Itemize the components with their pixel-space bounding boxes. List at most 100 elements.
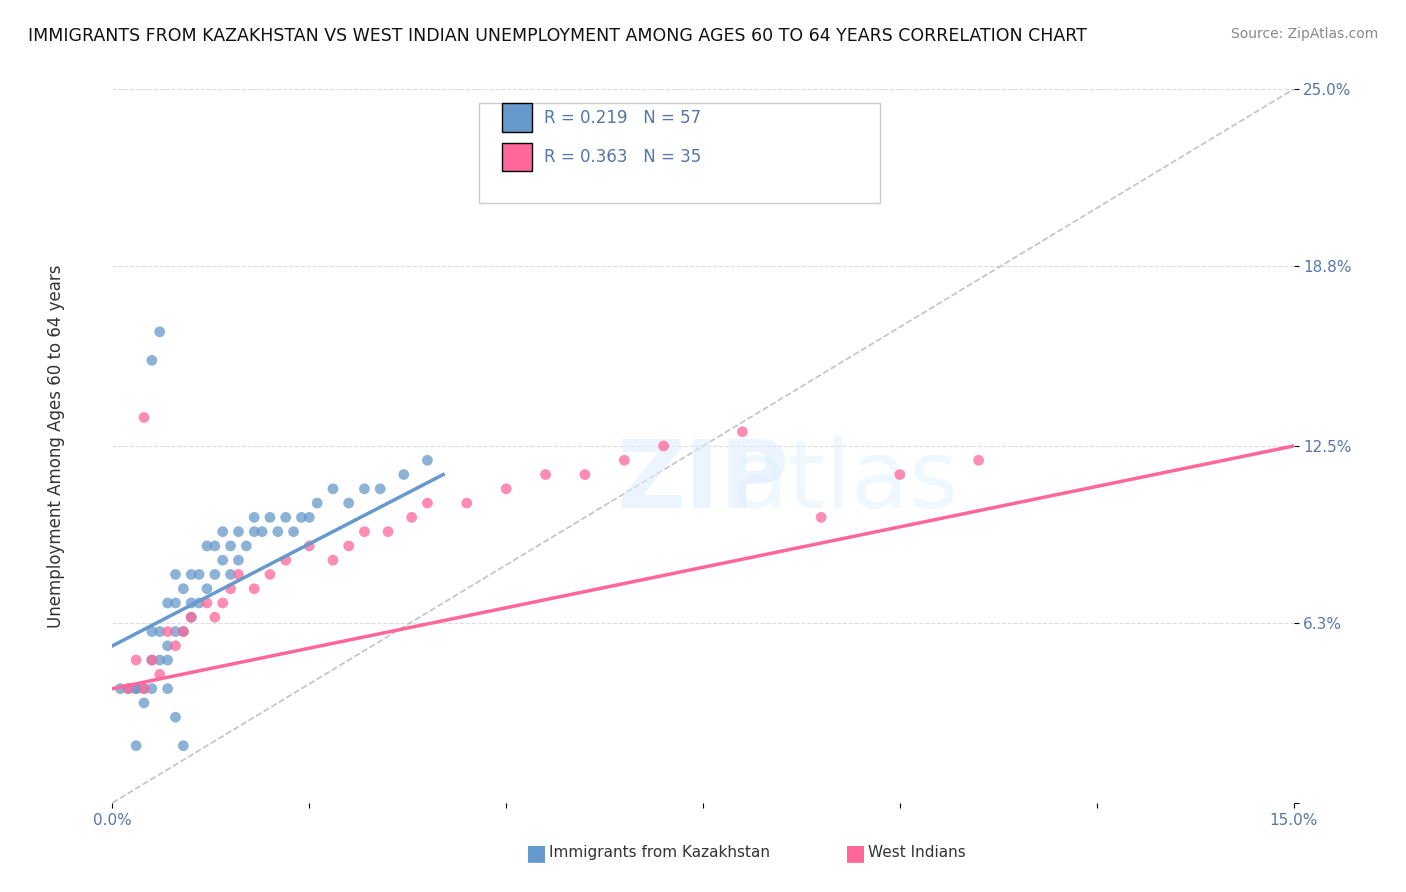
Point <box>188 596 211 610</box>
Point <box>211 553 233 567</box>
Text: R = 0.363   N = 35: R = 0.363 N = 35 <box>544 148 700 166</box>
Point <box>156 681 179 696</box>
Point <box>967 453 990 467</box>
Point <box>141 353 163 368</box>
Point <box>337 496 360 510</box>
Text: Source: ZipAtlas.com: Source: ZipAtlas.com <box>1230 27 1378 41</box>
Point <box>250 524 273 539</box>
Point <box>149 653 172 667</box>
Point <box>141 624 163 639</box>
FancyBboxPatch shape <box>502 143 531 171</box>
Point <box>132 696 155 710</box>
Point <box>810 510 832 524</box>
Text: atlas: atlas <box>731 435 959 528</box>
Point <box>141 681 163 696</box>
Point <box>243 582 266 596</box>
Point <box>274 553 297 567</box>
Point <box>298 539 321 553</box>
Point <box>274 510 297 524</box>
Point <box>156 653 179 667</box>
Point <box>259 510 281 524</box>
FancyBboxPatch shape <box>478 103 880 203</box>
Point <box>156 639 179 653</box>
Text: ■: ■ <box>845 843 866 863</box>
Point <box>353 524 375 539</box>
Point <box>574 467 596 482</box>
Point <box>322 553 344 567</box>
Point <box>307 496 329 510</box>
Point <box>132 410 155 425</box>
Point <box>180 610 202 624</box>
Point <box>132 681 155 696</box>
Point <box>392 467 415 482</box>
Text: Immigrants from Kazakhstan: Immigrants from Kazakhstan <box>550 846 770 860</box>
Point <box>125 653 148 667</box>
Point <box>652 439 675 453</box>
Point <box>165 624 187 639</box>
Point <box>149 667 172 681</box>
Point <box>534 467 557 482</box>
Point <box>337 539 360 553</box>
Point <box>322 482 344 496</box>
Text: R = 0.219   N = 57: R = 0.219 N = 57 <box>544 109 700 127</box>
Point <box>165 639 187 653</box>
Point <box>235 539 257 553</box>
Point <box>283 524 305 539</box>
Point <box>353 482 375 496</box>
Point <box>211 596 233 610</box>
Point <box>165 567 187 582</box>
Point <box>228 524 250 539</box>
Point <box>125 739 148 753</box>
Point <box>731 425 754 439</box>
Point <box>141 653 163 667</box>
Point <box>195 539 218 553</box>
Point <box>180 596 202 610</box>
Point <box>243 524 266 539</box>
Point <box>243 510 266 524</box>
Point <box>228 567 250 582</box>
Point <box>219 567 242 582</box>
Point <box>125 681 148 696</box>
Point <box>219 582 242 596</box>
Point <box>211 524 233 539</box>
Point <box>180 567 202 582</box>
Point <box>165 596 187 610</box>
Point <box>125 681 148 696</box>
Point <box>180 610 202 624</box>
Point <box>149 325 172 339</box>
Point <box>132 681 155 696</box>
Point <box>204 567 226 582</box>
Point <box>188 567 211 582</box>
Point <box>195 596 218 610</box>
Point <box>416 453 439 467</box>
Point <box>228 553 250 567</box>
Point <box>141 653 163 667</box>
Point <box>165 710 187 724</box>
Text: ■: ■ <box>526 843 547 863</box>
Point <box>290 510 312 524</box>
Point <box>401 510 423 524</box>
Point <box>889 467 911 482</box>
Point <box>204 539 226 553</box>
Point <box>156 596 179 610</box>
Point <box>110 681 132 696</box>
Point <box>377 524 399 539</box>
Point <box>259 567 281 582</box>
Point <box>117 681 139 696</box>
FancyBboxPatch shape <box>502 103 531 132</box>
Point <box>195 582 218 596</box>
Text: ZIP: ZIP <box>617 435 789 528</box>
Point <box>204 610 226 624</box>
Text: Unemployment Among Ages 60 to 64 years: Unemployment Among Ages 60 to 64 years <box>48 264 65 628</box>
Point <box>416 496 439 510</box>
Point <box>267 524 290 539</box>
Point <box>456 496 478 510</box>
Point <box>172 739 194 753</box>
Point <box>613 453 636 467</box>
Point <box>172 582 194 596</box>
Text: IMMIGRANTS FROM KAZAKHSTAN VS WEST INDIAN UNEMPLOYMENT AMONG AGES 60 TO 64 YEARS: IMMIGRANTS FROM KAZAKHSTAN VS WEST INDIA… <box>28 27 1087 45</box>
Point <box>172 624 194 639</box>
Point <box>172 624 194 639</box>
Point <box>149 624 172 639</box>
Point <box>117 681 139 696</box>
